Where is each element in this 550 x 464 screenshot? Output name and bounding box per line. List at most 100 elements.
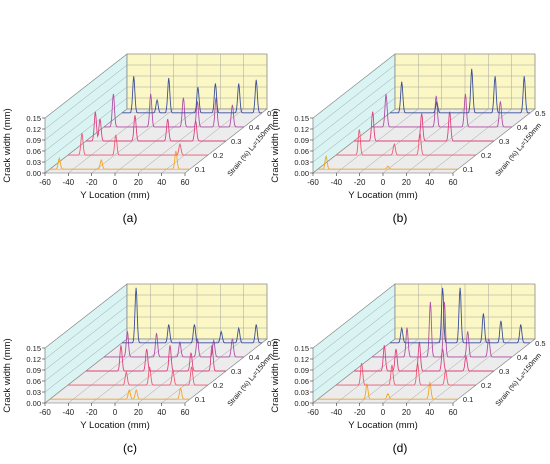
- y-tick-label: 0.09: [26, 136, 41, 145]
- z-tick-label: 0.3: [231, 137, 241, 146]
- x-tick-label: -60: [39, 178, 51, 187]
- x-tick-label: 0: [113, 178, 118, 187]
- x-tick-label: -40: [331, 408, 343, 417]
- x-tick-label: 0: [381, 408, 386, 417]
- y-grid-line: [312, 75, 535, 141]
- x-tick-label: -60: [307, 178, 319, 187]
- x-tick-label: -20: [86, 178, 98, 187]
- y-tick-label: 0.12: [294, 355, 309, 364]
- series-line-0.5: [390, 68, 531, 114]
- x-tick-label: 60: [449, 178, 458, 187]
- y-grid-line: [44, 53, 267, 119]
- x-tick-label: -40: [63, 408, 75, 417]
- z-tick-label: 0.4: [249, 123, 259, 132]
- series-line-0.4: [372, 301, 512, 358]
- y-tick-label: 0.03: [26, 158, 41, 167]
- x-axis-label: Y Location (mm): [80, 420, 150, 431]
- x-tick-label: 0: [381, 178, 386, 187]
- y-grid-line: [312, 283, 535, 349]
- y-tick-label: 0.03: [294, 158, 309, 167]
- y-grid-line: [44, 305, 267, 371]
- y-tick-label: 0.00: [294, 169, 309, 178]
- panel-1: 0.1 0.2 0.3 0.4 0.5 -60 -40 -20 0 20 40 60 0.00 0.03 0…: [2, 53, 278, 225]
- y-tick-label: 0.09: [294, 136, 309, 145]
- y-grid-line: [312, 97, 535, 163]
- x-tick-label: -40: [63, 178, 75, 187]
- series-line-0.3: [354, 341, 494, 372]
- z-tick-label: 0.4: [517, 353, 527, 362]
- y-grid-line: [44, 294, 267, 360]
- y-tick-label: 0.09: [26, 366, 41, 375]
- y-tick-label: 0.03: [26, 388, 41, 397]
- y-tick-label: 0.00: [26, 169, 41, 178]
- x-tick-label: 60: [181, 178, 190, 187]
- x-tick-label: 60: [181, 408, 190, 417]
- y-axis-label: Crack width (mm): [2, 338, 13, 412]
- y-grid-line: [44, 283, 267, 349]
- y-grid-line: [312, 108, 535, 174]
- series-line-0.2: [68, 133, 208, 156]
- x-tick-label: 20: [134, 178, 143, 187]
- x-tick-label: -20: [86, 408, 98, 417]
- y-grid-line: [44, 75, 267, 141]
- x-axis-label: Y Location (mm): [80, 190, 150, 201]
- y-axis-label: Crack width (mm): [2, 108, 13, 182]
- series-line-0.5: [390, 287, 531, 344]
- series-line-0.3: [86, 111, 226, 142]
- x-axis-label: Y Location (mm): [348, 190, 418, 201]
- z-tick-label: 0.1: [195, 165, 205, 174]
- z-tick-label: 0.4: [249, 353, 259, 362]
- x-tick-label: 20: [134, 408, 143, 417]
- x-tick-label: -60: [307, 408, 319, 417]
- x-axis-label: Y Location (mm): [348, 420, 418, 431]
- y-grid-line: [312, 327, 535, 393]
- y-tick-label: 0.09: [294, 366, 309, 375]
- y-tick-label: 0.00: [294, 399, 309, 408]
- y-grid-line: [44, 338, 267, 404]
- panel-4: 0.1 0.2 0.3 0.4 0.5 -60 -40 -20 0 20 40 60 0.00 0.03 0…: [270, 283, 546, 455]
- y-grid-line: [44, 97, 267, 163]
- z-tick-label: 0.1: [463, 165, 473, 174]
- z-tick-label: 0.3: [231, 367, 241, 376]
- series-line-0.1: [49, 150, 190, 170]
- y-grid-line: [44, 108, 267, 174]
- panel-2: 0.1 0.2 0.3 0.4 0.5 -60 -40 -20 0 20 40 60 0.00 0.03 0…: [270, 53, 546, 225]
- panel-label: (a): [123, 211, 138, 225]
- series-line-0.1: [317, 154, 458, 170]
- series-line-0.1: [317, 380, 458, 400]
- y-grid-line: [44, 316, 267, 382]
- y-tick-label: 0.06: [26, 377, 41, 386]
- z-tick-label: 0.5: [267, 339, 277, 348]
- series-line-0.4: [104, 331, 244, 358]
- series-line-0.1: [49, 386, 190, 400]
- z-tick-label: 0.5: [535, 109, 545, 118]
- y-grid-line: [312, 53, 535, 119]
- y-tick-label: 0.03: [294, 388, 309, 397]
- series-line-0.5: [122, 76, 263, 114]
- y-grid-line: [44, 64, 267, 130]
- x-tick-label: 40: [157, 408, 166, 417]
- z-tick-label: 0.2: [213, 381, 223, 390]
- y-tick-label: 0.12: [294, 125, 309, 134]
- z-tick-label: 0.2: [213, 151, 223, 160]
- y-tick-label: 0.06: [294, 377, 309, 386]
- y-tick-label: 0.15: [26, 344, 41, 353]
- series-line-0.2: [68, 366, 208, 386]
- y-tick-label: 0.15: [26, 114, 41, 123]
- series-line-0.3: [354, 111, 494, 142]
- panel-3: 0.1 0.2 0.3 0.4 0.5 -60 -40 -20 0 20 40 60 0.00 0.03 0…: [2, 283, 278, 455]
- y-tick-label: 0.12: [26, 125, 41, 134]
- x-tick-label: 60: [449, 408, 458, 417]
- series-line-0.2: [336, 363, 476, 386]
- z-tick-label: 0.1: [463, 395, 473, 404]
- y-grid-line: [44, 327, 267, 393]
- z-tick-label: 0.3: [499, 137, 509, 146]
- y-tick-label: 0.15: [294, 344, 309, 353]
- y-tick-label: 0.06: [294, 147, 309, 156]
- panel-label: (c): [123, 441, 137, 455]
- y-tick-label: 0.06: [26, 147, 41, 156]
- y-tick-label: 0.15: [294, 114, 309, 123]
- y-grid-line: [312, 64, 535, 130]
- y-grid-line: [312, 294, 535, 360]
